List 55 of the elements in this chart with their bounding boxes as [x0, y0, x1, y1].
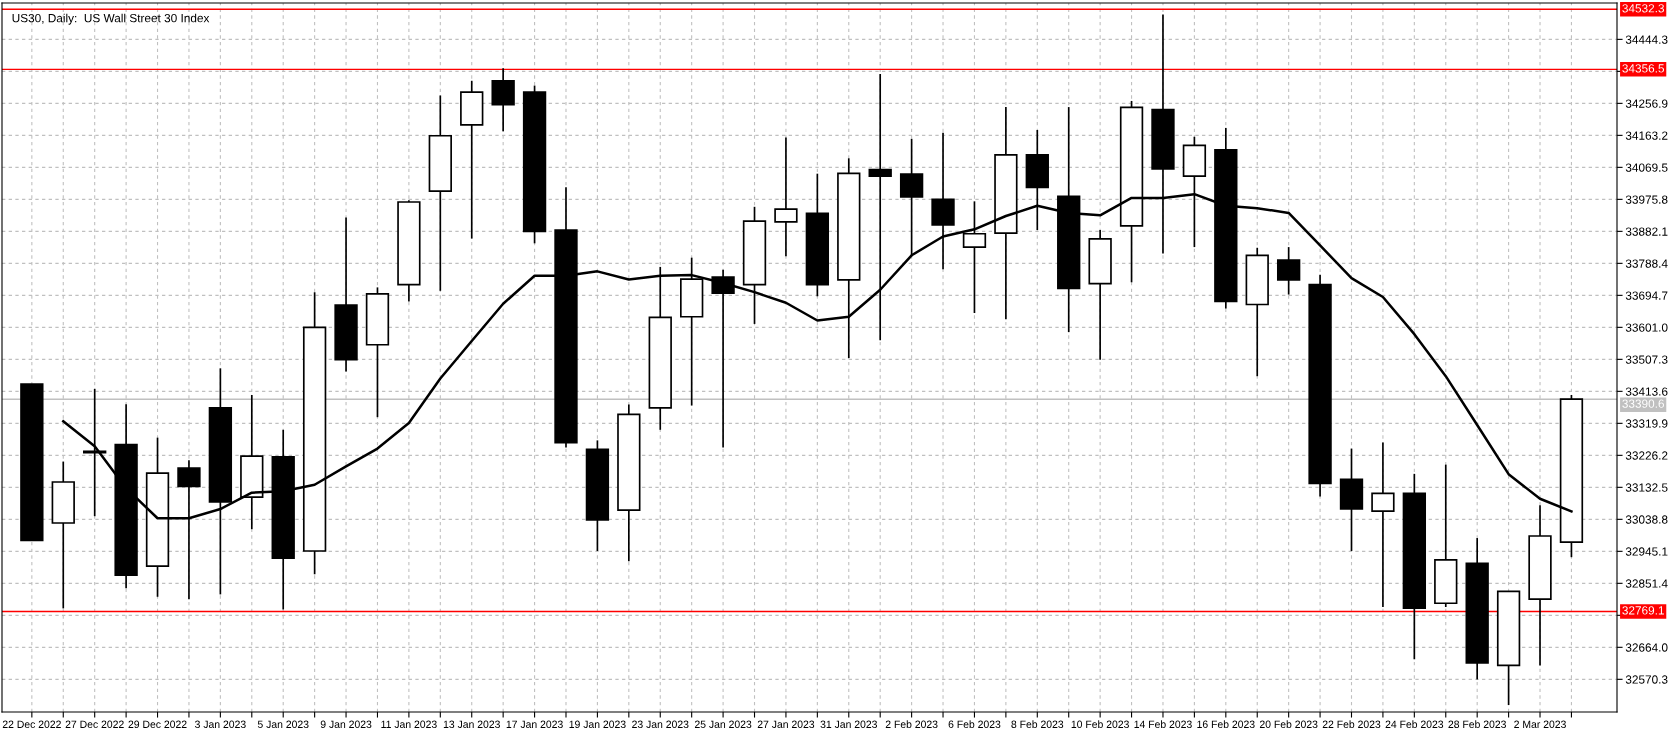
y-tick-label: 34444.3 — [1625, 35, 1668, 44]
ref-line-label: 34532.3 — [1622, 4, 1664, 13]
y-tick-label: 33788.4 — [1625, 259, 1668, 268]
x-tick-label: 5 Jan 2023 — [257, 720, 309, 728]
x-tick-label: 29 Dec 2022 — [128, 720, 187, 728]
x-tick-label: 22 Feb 2023 — [1322, 720, 1381, 728]
candlestick — [711, 268, 735, 449]
x-tick-label: 10 Feb 2023 — [1071, 720, 1129, 728]
x-tick-label: 27 Dec 2022 — [65, 720, 124, 728]
x-tick-label: 24 Feb 2023 — [1385, 720, 1444, 728]
ref-line-label: 32769.1 — [1622, 606, 1664, 615]
y-tick-label: 33601.0 — [1625, 323, 1668, 332]
candlestick — [962, 200, 987, 314]
y-tick-label: 33038.8 — [1625, 515, 1668, 524]
x-tick-label: 14 Feb 2023 — [1134, 720, 1192, 728]
x-tick-label: 25 Jan 2023 — [694, 720, 752, 728]
text: US30, Daily: US Wall Street 30 Index — [12, 13, 210, 25]
x-tick-label: 28 Feb 2023 — [1448, 720, 1506, 728]
x-tick-label: 8 Feb 2023 — [1011, 720, 1064, 728]
y-tick-label: 33882.1 — [1625, 227, 1668, 236]
y-tick-label: 32945.1 — [1625, 547, 1668, 556]
y-tick-label: 34163.2 — [1625, 131, 1668, 140]
x-tick-label: 2 Mar 2023 — [1514, 720, 1566, 728]
x-tick-label: 3 Jan 2023 — [195, 720, 246, 728]
candlestick — [1371, 441, 1395, 608]
x-tick-label: 27 Jan 2023 — [757, 720, 815, 728]
y-tick-label: 32851.4 — [1625, 579, 1668, 588]
y-tick-label: 33413.6 — [1625, 387, 1668, 396]
y-tick-label: 32664.0 — [1625, 643, 1668, 652]
x-tick-label: 17 Jan 2023 — [506, 720, 563, 728]
x-tick-label: 9 Jan 2023 — [320, 720, 372, 728]
candlestick — [1276, 246, 1301, 296]
x-tick-label: 22 Dec 2022 — [2, 720, 61, 728]
y-tick-label: 33975.8 — [1625, 195, 1668, 204]
x-tick-label: 11 Jan 2023 — [381, 720, 437, 728]
x-tick-label: 23 Jan 2023 — [632, 720, 689, 728]
x-tick-label: 31 Jan 2023 — [820, 720, 877, 728]
x-tick-label: 16 Feb 2023 — [1197, 720, 1255, 728]
y-tick-label: 33694.7 — [1625, 291, 1668, 300]
y-tick-label: 33319.9 — [1625, 419, 1668, 428]
y-tick-label: 33132.5 — [1625, 483, 1668, 492]
x-tick-label: 6 Feb 2023 — [948, 720, 1001, 728]
y-tick-label: 34256.9 — [1625, 99, 1668, 108]
x-tick-label: 2 Feb 2023 — [885, 720, 938, 728]
ref-line-label: 33390.6 — [1622, 399, 1664, 408]
y-tick-label: 33226.2 — [1625, 451, 1668, 460]
candlestick — [491, 67, 515, 133]
ref-line-label: 34356.5 — [1622, 64, 1665, 73]
y-tick-label: 33507.3 — [1625, 355, 1668, 364]
x-tick-label: 13 Jan 2023 — [443, 720, 500, 728]
x-tick-label: 19 Jan 2023 — [569, 720, 626, 728]
candlestick — [774, 136, 798, 258]
x-tick-label: 20 Feb 2023 — [1259, 720, 1318, 728]
y-tick-label: 34069.5 — [1625, 163, 1668, 172]
y-tick-label: 32570.3 — [1625, 675, 1668, 684]
